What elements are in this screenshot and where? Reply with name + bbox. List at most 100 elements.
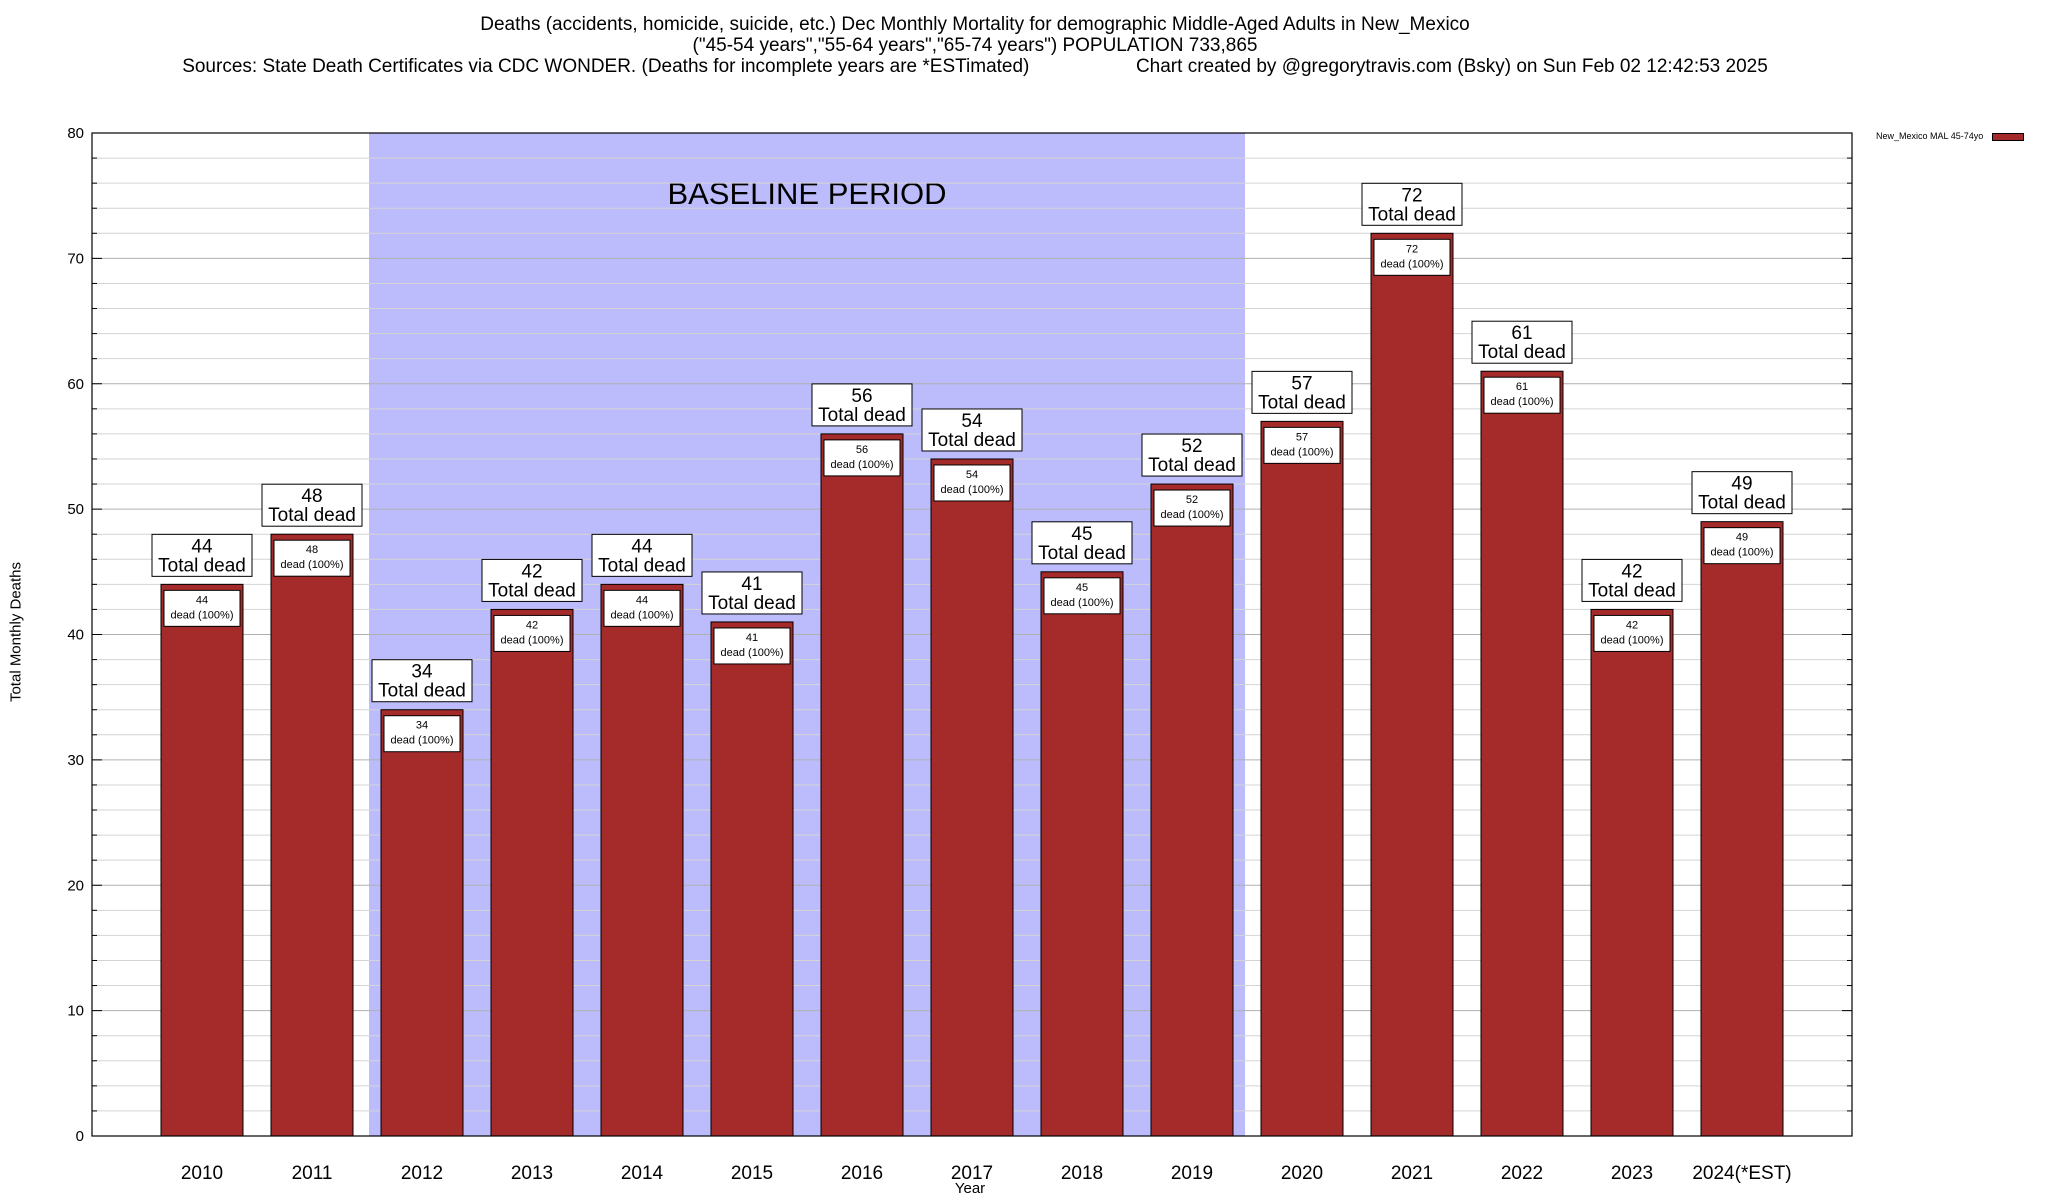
- bar-inner-label-box: [1153, 489, 1231, 527]
- bar-top-value: 61: [1511, 323, 1532, 344]
- bar-top-total-label: Total dead: [1038, 543, 1126, 564]
- bar: [1150, 483, 1234, 1137]
- bar-top-label-box: [481, 558, 583, 602]
- bar-inner-value: 52: [1186, 494, 1198, 506]
- bar: [380, 709, 464, 1137]
- x-tick-label: 2012: [401, 1163, 443, 1184]
- bar-top-value: 57: [1291, 373, 1312, 394]
- bar-inner-label-box: [273, 539, 351, 577]
- bar-top-value: 52: [1181, 436, 1202, 457]
- bar: [1590, 608, 1674, 1137]
- credit-text: Chart created by @gregorytravis.com (Bsk…: [1135, 56, 1768, 77]
- bar-inner-label-box: [713, 627, 791, 665]
- bar-top-label-box: [591, 533, 693, 577]
- bar-inner-label-box: [823, 439, 901, 477]
- y-tick-label: 40: [67, 627, 84, 644]
- bar-top-total-label: Total dead: [1368, 204, 1456, 225]
- bar-top-total-label: Total dead: [1588, 580, 1676, 601]
- x-tick-label: 2011: [292, 1163, 333, 1184]
- bar-inner-pct: dead (100%): [1051, 597, 1114, 609]
- chart-title-block: Deaths (accidents, homicide, suicide, et…: [0, 14, 1950, 77]
- bar-inner-label-box: [383, 715, 461, 753]
- bar-inner-value: 49: [1736, 532, 1748, 544]
- chart-sources-line: Sources: State Death Certificates via CD…: [0, 56, 1950, 77]
- bar-top-value: 42: [521, 561, 542, 582]
- bar-inner-pct: dead (100%): [1711, 547, 1774, 559]
- bar: [1260, 420, 1344, 1137]
- bar-inner-value: 45: [1076, 582, 1088, 594]
- chart-title: Deaths (accidents, homicide, suicide, et…: [480, 14, 1470, 35]
- bar-top-total-label: Total dead: [488, 580, 576, 601]
- bar-inner-value: 41: [746, 632, 758, 644]
- bar: [600, 583, 684, 1137]
- bar-inner-pct: dead (100%): [1271, 446, 1334, 458]
- y-axis-label: Total Monthly Deaths: [7, 561, 25, 703]
- y-tick-label: 60: [67, 376, 84, 393]
- bar: [930, 458, 1014, 1137]
- plot-frame: [91, 132, 1853, 1137]
- bar-top-label-box: [811, 383, 913, 427]
- bar-inner-value: 44: [636, 594, 648, 606]
- bar-inner-value: 56: [856, 444, 868, 456]
- x-tick-label: 2013: [511, 1163, 553, 1184]
- bar: [820, 433, 904, 1137]
- bar-top-total-label: Total dead: [1478, 342, 1566, 363]
- bar-top-value: 48: [301, 486, 322, 507]
- sources-text: Sources: State Death Certificates via CD…: [182, 56, 1030, 77]
- x-tick-label: 2015: [731, 1163, 773, 1184]
- bar-top-value: 49: [1731, 474, 1752, 495]
- x-tick-label: 2018: [1061, 1163, 1103, 1184]
- y-tick-label: 70: [67, 250, 84, 267]
- y-tick-label: 0: [76, 1128, 84, 1145]
- x-tick-label: 2024(*EST): [1692, 1163, 1791, 1184]
- bar-inner-pct: dead (100%): [171, 609, 234, 621]
- bar: [1700, 521, 1784, 1137]
- bar-inner-label-box: [1593, 614, 1671, 652]
- x-tick-label: 2017: [951, 1163, 993, 1184]
- bar: [270, 533, 354, 1137]
- bar-inner-value: 44: [196, 594, 208, 606]
- bar-top-label-box: [1141, 433, 1243, 477]
- x-tick-label: 2019: [1171, 1163, 1213, 1184]
- bar-inner-value: 57: [1296, 431, 1308, 443]
- bar-top-value: 56: [851, 386, 872, 407]
- bar: [490, 608, 574, 1137]
- bar-inner-label-box: [163, 589, 241, 627]
- bar-top-value: 54: [961, 411, 983, 432]
- bar-top-value: 72: [1401, 185, 1422, 206]
- bar-inner-label-box: [1483, 376, 1561, 414]
- bar-top-label-box: [261, 483, 363, 527]
- y-tick-label: 80: [67, 125, 84, 142]
- bar-top-total-label: Total dead: [378, 681, 466, 702]
- x-tick-label: 2022: [1501, 1163, 1543, 1184]
- bar-inner-label-box: [933, 464, 1011, 502]
- bar-inner-value: 48: [306, 544, 318, 556]
- bar-top-total-label: Total dead: [1698, 493, 1786, 514]
- bar: [1480, 370, 1564, 1137]
- bar-inner-pct: dead (100%): [1161, 509, 1224, 521]
- bar-inner-value: 34: [416, 720, 428, 732]
- bar: [710, 621, 794, 1137]
- bar-inner-pct: dead (100%): [1491, 396, 1554, 408]
- legend-label: New_Mexico MAL 45-74yo: [1876, 131, 1984, 141]
- x-tick-label: 2016: [841, 1163, 883, 1184]
- bar-inner-label-box: [603, 589, 681, 627]
- x-axis-label: Year: [954, 1180, 986, 1197]
- bar-inner-label-box: [1703, 527, 1781, 565]
- bar-inner-label-box: [1263, 426, 1341, 464]
- y-tick-label: 20: [67, 877, 84, 894]
- bar-top-label-box: [701, 571, 803, 615]
- baseline-label: BASELINE PERIOD: [667, 176, 946, 211]
- bar-top-value: 34: [411, 662, 433, 683]
- x-tick-label: 2014: [621, 1163, 664, 1184]
- bar-top-label-box: [1691, 471, 1793, 515]
- bar-top-total-label: Total dead: [708, 593, 796, 614]
- bar-top-label-box: [1471, 320, 1573, 364]
- legend-swatch: [1991, 132, 2024, 141]
- bar-top-value: 42: [1621, 561, 1642, 582]
- bar-top-label-box: [371, 659, 473, 703]
- bar-top-total-label: Total dead: [818, 405, 906, 426]
- bar-inner-value: 54: [966, 469, 978, 481]
- bar-inner-pct: dead (100%): [941, 484, 1004, 496]
